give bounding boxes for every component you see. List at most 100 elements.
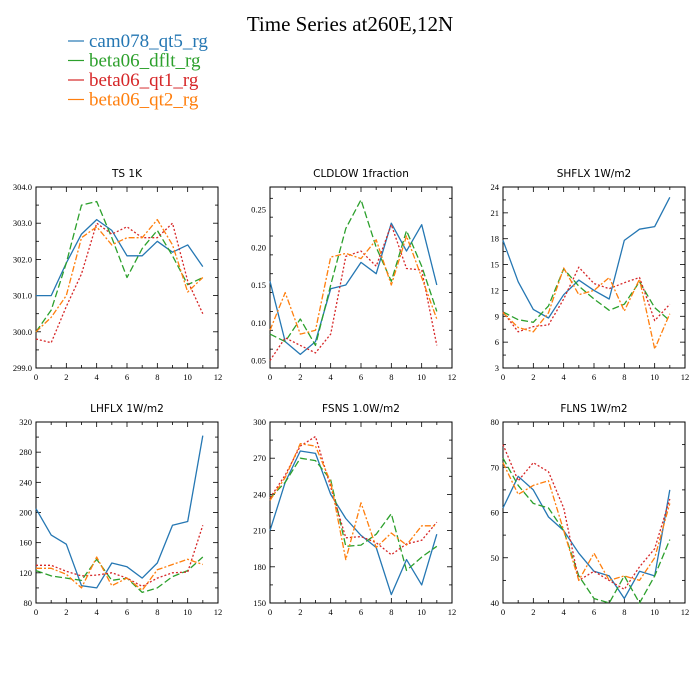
series-line-beta06_qt2_rg — [269, 443, 437, 561]
y-tick-label: 18 — [491, 234, 500, 244]
series-line-beta06_qt1_rg — [36, 525, 204, 588]
x-tick-label: 8 — [622, 607, 626, 617]
y-tick-label: 150 — [253, 598, 266, 608]
panels: TS 1K0 2 4 6 8 10 12299.0300.0301.0302.0303.03… — [13, 168, 689, 617]
series-line-beta06_qt2_rg — [269, 235, 438, 335]
y-tick-label: 301.0 — [13, 291, 32, 301]
x-tick-label: 2 — [64, 372, 68, 382]
plot-frame — [502, 421, 686, 604]
y-tick-label: 24 — [491, 182, 500, 192]
y-tick-label: 60 — [491, 508, 500, 518]
series-line-beta06_qt1_rg — [35, 222, 204, 344]
x-tick-label: 10 — [650, 372, 659, 382]
x-tick-label: 4 — [95, 372, 100, 382]
x-tick-label: 4 — [562, 372, 567, 382]
panel-title: FSNS 1.0W/m2 — [322, 403, 400, 415]
x-tick-label: 6 — [592, 372, 596, 382]
y-tick-label: 270 — [253, 453, 266, 463]
panel-6: FLNS 1W/m2 0 2 4 6 8 10 12 40 50 60 70 80 — [491, 403, 690, 617]
y-tick-label: 80 — [24, 598, 33, 608]
y-tick-label: 15 — [491, 260, 500, 270]
x-tick-label: 12 — [448, 372, 457, 382]
y-tick-label: 12 — [491, 285, 500, 295]
panel-5: FSNS 1.0W/m2 0 2 4 6 8 10 12 150 180 210 240 270 300 — [253, 403, 456, 617]
series-line-beta06_dflt_rg — [502, 457, 671, 604]
series-line-beta06_qt1_rg — [502, 266, 671, 333]
x-tick-label: 8 — [389, 607, 393, 617]
series-line-beta06_qt1_rg — [269, 224, 438, 361]
x-tick-label: 2 — [64, 607, 68, 617]
panel-title: LHFLX 1W/m2 — [90, 403, 164, 415]
panel-4: LHFLX 1W/m2 0 2 4 6 8 10 12 80 120 160 200 240 280 320 — [19, 403, 222, 617]
y-tick-label: 240 — [253, 489, 266, 499]
x-tick-label: 4 — [329, 607, 334, 617]
y-tick-label: 303.0 — [13, 218, 32, 228]
y-tick-label: 200 — [19, 508, 32, 518]
x-tick-label: 8 — [622, 372, 626, 382]
legend-label: cam078_qt5_rg — [89, 31, 208, 52]
y-tick-label: 21 — [491, 208, 500, 218]
x-tick-label: 0 — [34, 607, 38, 617]
y-tick-label: 0.20 — [251, 242, 266, 252]
y-tick-label: 70 — [491, 462, 500, 472]
x-tick-label: 12 — [214, 607, 223, 617]
y-tick-label: 300 — [253, 417, 266, 427]
x-tick-label: 0 — [268, 372, 272, 382]
x-tick-label: 12 — [681, 372, 690, 382]
y-tick-label: 40 — [491, 598, 500, 608]
series-line-beta06_dflt_rg — [269, 457, 438, 572]
x-tick-label: 6 — [359, 607, 363, 617]
y-tick-label: 160 — [19, 538, 32, 548]
panel-2: CLDLOW 1fraction 0 2 4 6 8 10 12 0.05 0.10 0.15 0.2… — [251, 168, 456, 382]
figure-title: Time Series at260E,12N — [247, 12, 453, 36]
y-tick-label: 320 — [19, 417, 32, 427]
x-tick-label: 10 — [183, 607, 192, 617]
x-tick-label: 6 — [359, 372, 363, 382]
y-tick-label: 299.0 — [13, 363, 32, 373]
y-tick-label: 180 — [253, 562, 266, 572]
series-line-cam078_qt5_rg — [269, 450, 438, 596]
x-tick-label: 0 — [501, 372, 505, 382]
x-tick-label: 12 — [681, 607, 690, 617]
x-tick-label: 6 — [592, 607, 596, 617]
x-tick-label: 2 — [531, 372, 535, 382]
series-line-beta06_dflt_rg — [269, 199, 438, 347]
series-line-beta06_qt1_rg — [269, 435, 438, 556]
panel-title: SHFLX 1W/m2 — [557, 168, 632, 180]
series-line-cam078_qt5_rg — [502, 475, 671, 600]
legend-label: beta06_qt1_rg — [89, 70, 199, 91]
x-tick-label: 10 — [650, 607, 659, 617]
x-tick-label: 2 — [298, 372, 302, 382]
x-tick-label: 8 — [389, 372, 393, 382]
panel-title: TS 1K — [111, 168, 143, 180]
y-tick-label: 0.15 — [251, 280, 266, 290]
panel-1: TS 1K 0 2 4 6 8 10 12 299.0 300.0 301.0 302.0 303.0 3… — [13, 168, 222, 382]
legend-label: beta06_qt2_rg — [89, 90, 199, 111]
series-line-beta06_qt2_rg — [502, 267, 671, 350]
x-tick-label: 2 — [531, 607, 535, 617]
legend: cam078_qt5_rgbeta06_dflt_rgbeta06_qt1_rg… — [68, 31, 208, 111]
series-line-cam078_qt5_rg — [502, 197, 671, 319]
x-tick-label: 4 — [95, 607, 100, 617]
x-tick-label: 10 — [417, 372, 426, 382]
y-tick-label: 300.0 — [13, 327, 32, 337]
x-tick-label: 6 — [125, 372, 129, 382]
x-tick-label: 4 — [562, 607, 567, 617]
y-tick-label: 210 — [253, 526, 266, 536]
series-line-beta06_qt2_rg — [502, 462, 671, 582]
x-tick-label: 4 — [329, 372, 334, 382]
series-line-cam078_qt5_rg — [35, 435, 204, 589]
x-tick-label: 10 — [183, 372, 192, 382]
y-tick-label: 240 — [19, 477, 32, 487]
legend-label: beta06_dflt_rg — [89, 51, 201, 72]
series-line-beta06_dflt_rg — [35, 200, 204, 333]
x-tick-label: 12 — [448, 607, 457, 617]
y-tick-label: 3 — [495, 363, 499, 373]
x-tick-label: 8 — [155, 372, 159, 382]
series-line-beta06_dflt_rg — [35, 556, 204, 594]
x-tick-label: 6 — [125, 607, 129, 617]
y-tick-label: 0.25 — [251, 205, 266, 215]
plot-frame — [269, 186, 453, 369]
